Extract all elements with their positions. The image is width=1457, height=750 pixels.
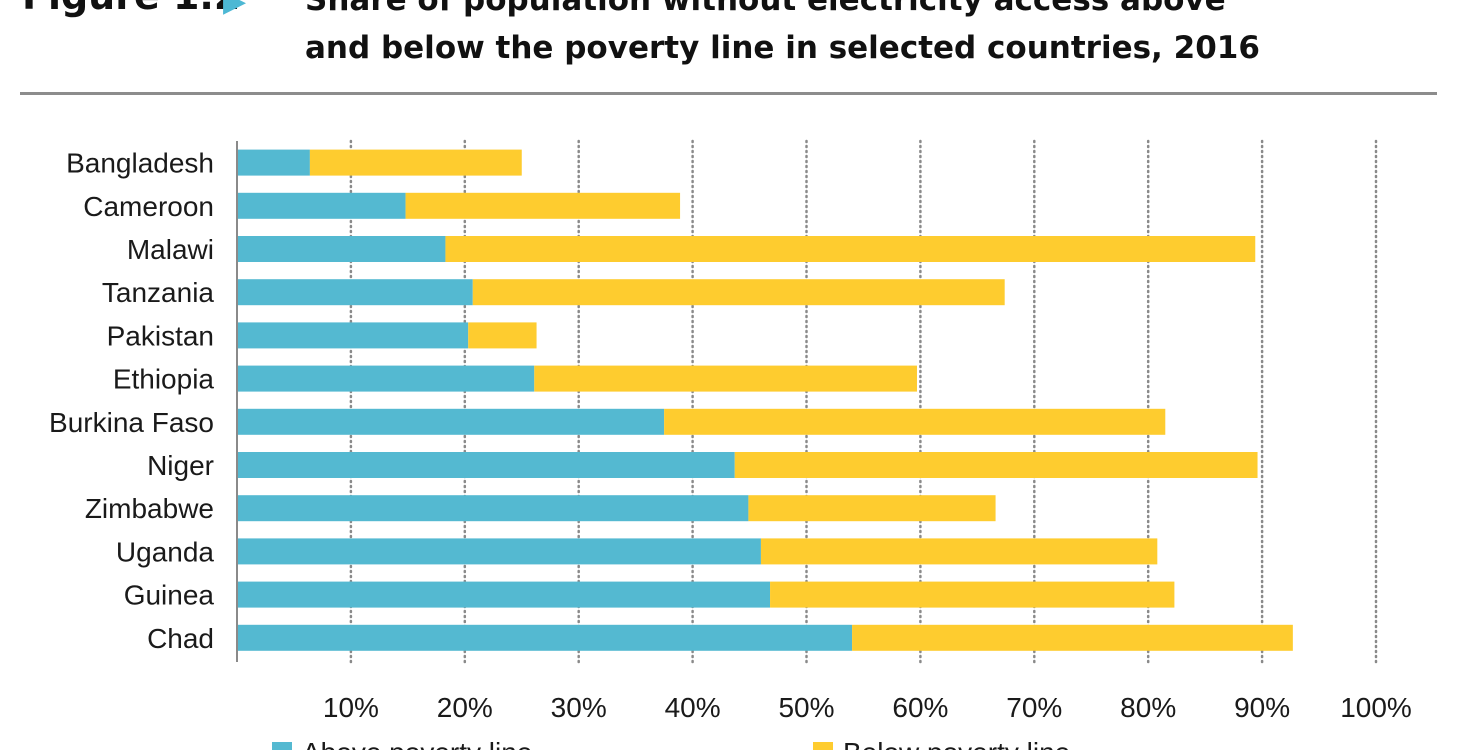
legend-label: Below poverty line — [843, 737, 1070, 750]
legend-swatch — [272, 742, 292, 750]
bar-below-poverty — [309, 149, 522, 176]
gridlines — [349, 139, 1378, 664]
bar-below-poverty — [534, 365, 917, 392]
category-label: Bangladesh — [66, 148, 214, 179]
legend-label: Above poverty line — [302, 737, 532, 750]
x-tick-label: 40% — [665, 692, 721, 723]
chart-title-line-2: and below the poverty line in selected c… — [305, 30, 1260, 66]
bar-above-poverty — [237, 624, 853, 651]
bar-above-poverty — [237, 192, 406, 219]
bar-below-poverty — [760, 538, 1158, 565]
x-tick-label: 60% — [892, 692, 948, 723]
x-tick-label: 30% — [551, 692, 607, 723]
x-tick-label: 90% — [1234, 692, 1290, 723]
chart-title-line-1: Share of population without electricity … — [305, 0, 1226, 18]
bar-below-poverty — [852, 624, 1293, 651]
legend: Above poverty line Below poverty line — [272, 737, 1070, 750]
bar-below-poverty — [664, 408, 1166, 435]
bar-above-poverty — [237, 236, 446, 262]
x-tick-label: 10% — [323, 692, 379, 723]
category-label: Chad — [147, 623, 214, 654]
bar-below-poverty — [468, 322, 537, 349]
figure-label: Figure 1.2 — [22, 0, 240, 18]
bar-below-poverty — [405, 192, 681, 219]
header-divider — [20, 92, 1437, 95]
category-label: Tanzania — [102, 277, 215, 308]
category-label: Guinea — [124, 580, 215, 611]
x-tick-label: 100% — [1340, 692, 1412, 723]
x-tick-label: 80% — [1120, 692, 1176, 723]
bar-below-poverty — [445, 236, 1256, 262]
bar-below-poverty — [734, 452, 1258, 478]
x-tick-labels: 10% 20% 30% 40% 50% 60% 70% 80% 90% 100% — [323, 692, 1412, 723]
category-label: Ethiopia — [113, 364, 215, 395]
x-tick-label: 20% — [437, 692, 493, 723]
category-labels: Bangladesh Cameroon Malawi Tanzania Pakistan… — [49, 148, 214, 654]
bar-above-poverty — [237, 365, 535, 392]
bar-above-poverty — [237, 408, 665, 435]
bar-above-poverty — [237, 279, 473, 306]
bar-below-poverty — [770, 581, 1175, 608]
category-label: Burkina Faso — [49, 407, 214, 438]
legend-swatch — [813, 742, 833, 750]
bar-above-poverty — [237, 581, 771, 608]
bar-above-poverty — [237, 149, 310, 176]
category-label: Pakistan — [107, 320, 214, 351]
x-tick-label: 50% — [778, 692, 834, 723]
bar-below-poverty — [472, 279, 1005, 306]
bar-above-poverty — [237, 538, 761, 565]
arrow-icon: ▶ — [223, 0, 247, 19]
bar-above-poverty — [237, 495, 749, 522]
bar-above-poverty — [237, 322, 469, 349]
bars — [237, 149, 1293, 651]
bar-above-poverty — [237, 452, 735, 478]
x-tick-label: 70% — [1006, 692, 1062, 723]
bar-below-poverty — [748, 495, 996, 522]
category-label: Cameroon — [83, 191, 214, 222]
category-label: Zimbabwe — [85, 493, 214, 524]
category-label: Malawi — [127, 234, 214, 265]
category-label: Niger — [147, 450, 214, 481]
category-label: Uganda — [116, 536, 215, 567]
